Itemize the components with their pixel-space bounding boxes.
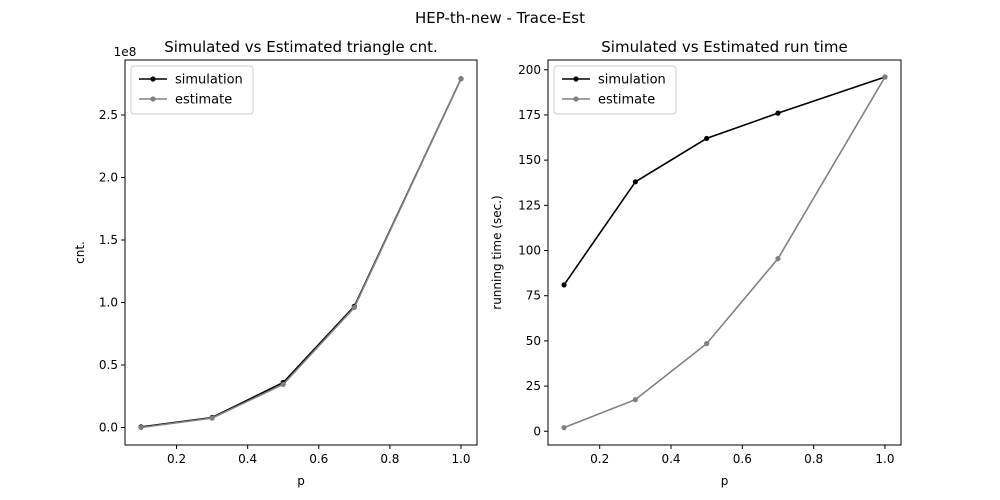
y-tick-label: 175 [518, 108, 541, 122]
data-point-estimate-2 [704, 340, 710, 347]
x-axis-label: p [297, 474, 305, 488]
x-axis-label: p [721, 474, 729, 488]
y-tick-label: 25 [526, 379, 541, 393]
series-line-simulation [140, 78, 462, 428]
data-point-simulation-0 [561, 282, 567, 288]
chart-title: Simulated vs Estimated triangle cnt. [164, 38, 438, 56]
x-tick-label: 0.6 [733, 452, 752, 466]
x-tick-label: 0.4 [238, 452, 257, 466]
legend-box [553, 65, 677, 115]
legend-label-estimate: estimate [598, 93, 655, 108]
data-point-estimate-0 [561, 425, 567, 431]
y-tick-label: 2.5 [99, 108, 118, 122]
y-tick-label: 1.0 [99, 296, 118, 310]
legend-marker-simulation [573, 76, 579, 82]
y-tick-label: 125 [518, 198, 541, 212]
x-tick-label: 1.0 [875, 452, 894, 466]
series-line-estimate [140, 78, 462, 429]
axes-frame [547, 59, 902, 446]
axis-offset-label: 1e8 [114, 45, 137, 59]
y-tick-label: 0 [533, 424, 541, 438]
x-tick-label: 0.4 [661, 452, 680, 466]
data-point-estimate-4 [458, 76, 464, 82]
data-point-estimate-2 [280, 381, 286, 387]
axes-frame [124, 59, 478, 446]
data-point-estimate-4 [882, 74, 888, 80]
figure-title: HEP-th-new - Trace-Est [415, 9, 585, 27]
y-tick-label: 0.0 [99, 421, 118, 435]
x-tick-label: 0.2 [167, 452, 186, 466]
chart-panel-run-time: Simulated vs Estimated run time 0.2 0.4 0.6… [490, 38, 902, 488]
y-tick-label: 0.5 [99, 358, 118, 372]
x-tick-label: 0.8 [804, 452, 823, 466]
legend-marker-estimate [150, 96, 156, 102]
series-line-estimate [563, 76, 886, 429]
legend-label-estimate: estimate [175, 93, 232, 108]
data-point-simulation-2 [704, 135, 710, 142]
legend-marker-simulation [150, 76, 156, 82]
y-axis-label: cnt. [73, 241, 87, 264]
y-tick-label: 200 [518, 63, 541, 77]
y-tick-label: 100 [518, 244, 541, 258]
y-tick-label: 1.5 [99, 233, 118, 247]
x-tick-label: 0.6 [309, 452, 328, 466]
chart-title: Simulated vs Estimated run time [601, 38, 847, 56]
data-point-simulation-3 [775, 110, 781, 116]
x-tick-label: 0.2 [590, 452, 609, 466]
data-point-estimate-0 [138, 424, 144, 431]
y-tick-label: 150 [518, 153, 541, 167]
data-point-estimate-3 [351, 304, 357, 311]
y-tick-label: 2.0 [99, 171, 118, 185]
chart-panel-triangle-count: Simulated vs Estimated triangle cnt. 0.2 0… [73, 38, 478, 488]
legend-label-simulation: simulation [598, 73, 666, 88]
x-tick-label: 0.8 [380, 452, 399, 466]
legend-marker-estimate [573, 96, 579, 102]
x-tick-label: 1.0 [451, 452, 470, 466]
legend-label-simulation: simulation [175, 73, 243, 88]
y-tick-label: 75 [526, 289, 541, 303]
data-point-estimate-3 [775, 256, 781, 262]
data-point-simulation-1 [632, 179, 638, 185]
legend-box [130, 65, 254, 115]
data-point-estimate-1 [209, 415, 215, 421]
y-tick-label: 50 [526, 334, 541, 348]
y-axis-label: running time (sec.) [490, 195, 504, 309]
data-point-estimate-1 [632, 397, 638, 403]
